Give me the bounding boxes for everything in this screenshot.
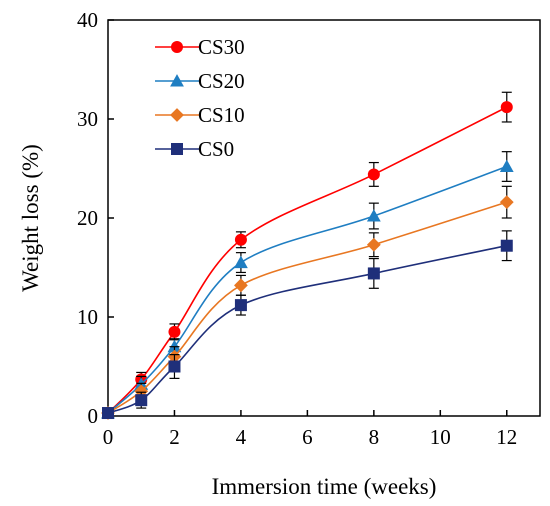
data-point-cs10 [366, 237, 381, 252]
data-point-cs20 [366, 209, 381, 222]
legend-item-cs0: CS0 [155, 137, 234, 161]
data-point-cs0 [234, 299, 247, 312]
series-cs10 [101, 185, 514, 420]
data-point-cs0 [500, 239, 513, 252]
x-tick-label: 2 [169, 425, 180, 449]
legend-marker-cs20 [170, 74, 184, 87]
x-tick-label: 12 [496, 425, 517, 449]
y-tick-label: 30 [77, 107, 98, 131]
data-point-cs10 [234, 278, 248, 293]
data-point-cs0 [102, 407, 114, 420]
data-point-cs0 [367, 267, 380, 280]
legend: CS30 CS20 CS10 CS0 [155, 35, 245, 161]
x-tick-label: 10 [430, 425, 451, 449]
series-line-cs10 [107, 201, 508, 414]
data-point-cs30 [168, 325, 181, 338]
y-tick-label: 0 [88, 404, 99, 428]
series-line-cs30 [107, 106, 508, 414]
y-tick-label: 40 [77, 8, 98, 32]
legend-item-cs20: CS20 [155, 69, 245, 93]
y-axis-title: Weight loss (%) [18, 144, 43, 292]
data-point-cs30 [500, 101, 513, 114]
legend-label-cs0: CS0 [198, 137, 234, 161]
legend-item-cs10: CS10 [155, 103, 245, 127]
series-line-cs0 [107, 244, 507, 414]
legend-label-cs20: CS20 [198, 69, 245, 93]
legend-item-cs30: CS30 [155, 35, 245, 59]
data-point-cs0 [135, 394, 148, 407]
x-tick-label: 8 [369, 425, 380, 449]
data-point-cs20 [499, 159, 514, 173]
legend-marker-cs10 [170, 108, 184, 122]
data-point-cs20 [234, 255, 248, 269]
x-tick-label: 4 [236, 425, 247, 449]
data-point-cs20 [167, 339, 182, 353]
data-point-cs10 [499, 195, 514, 210]
legend-label-cs10: CS10 [198, 103, 245, 127]
legend-marker-cs30 [171, 41, 183, 53]
legend-label-cs30: CS30 [198, 35, 245, 59]
x-tick-label: 6 [302, 425, 313, 449]
data-point-cs30 [234, 233, 247, 246]
data-point-cs30 [367, 168, 380, 181]
legend-marker-cs0 [171, 143, 183, 155]
ticks: 0 2 4 6 8 10 12 0 10 20 30 40 [77, 8, 517, 449]
x-axis-title: Immersion time (weeks) [212, 474, 437, 499]
x-tick-label: 0 [103, 425, 114, 449]
y-tick-label: 20 [77, 206, 98, 230]
series-cs30 [102, 91, 513, 420]
series-cs0 [102, 230, 513, 420]
data-point-cs0 [168, 360, 181, 373]
data-point-cs10 [134, 384, 149, 399]
y-tick-label: 10 [77, 305, 98, 329]
series-layer [101, 91, 514, 420]
